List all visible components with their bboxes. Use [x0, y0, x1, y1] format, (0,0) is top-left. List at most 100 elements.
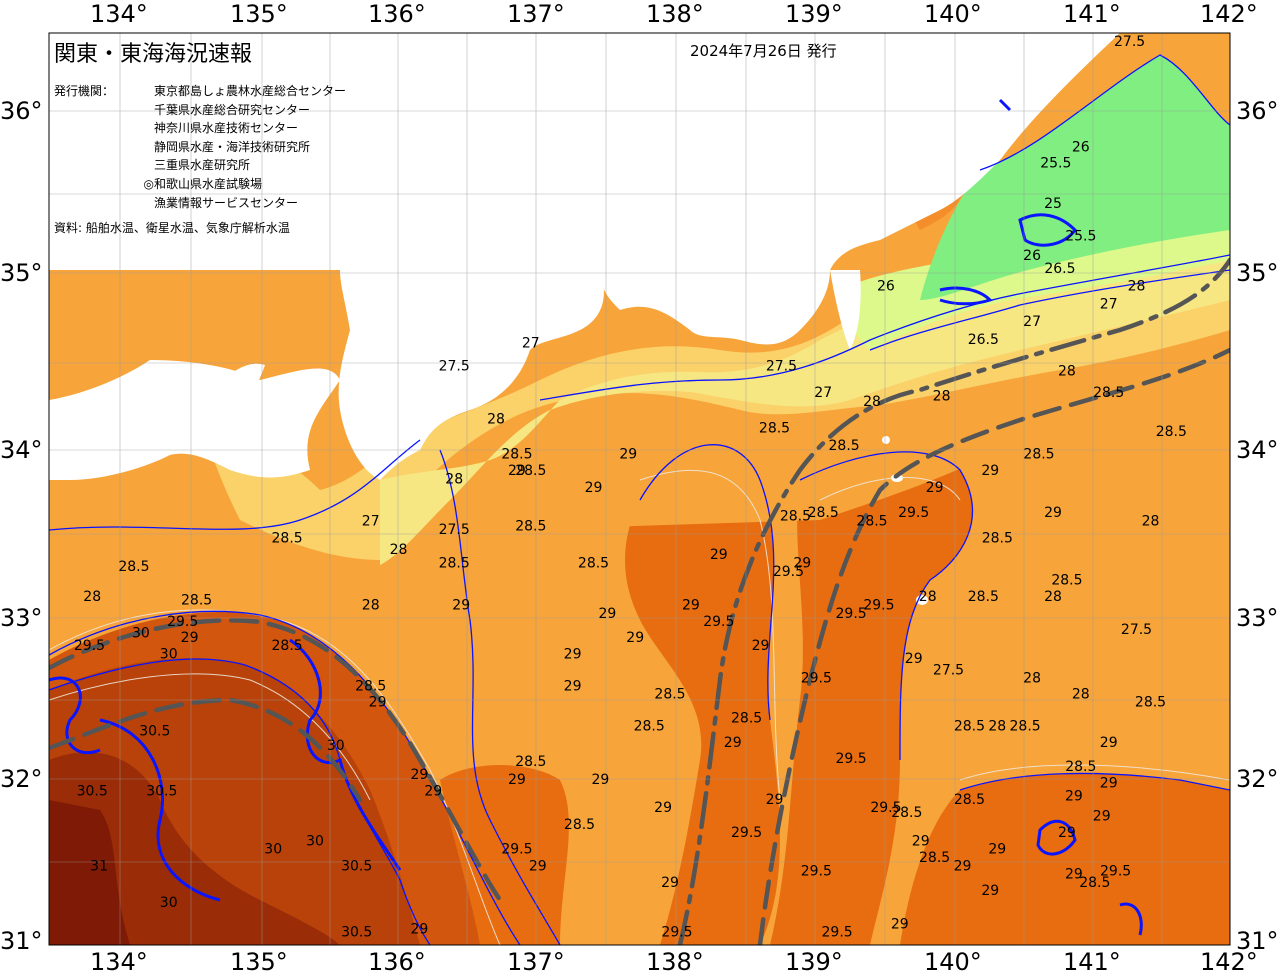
lon-tick-top: 138°	[646, 0, 704, 28]
sst-zone-31	[49, 800, 130, 945]
isotherm-label: 31	[90, 858, 108, 874]
major-isotherms	[49, 54, 1230, 945]
isotherm-label: 29	[1100, 735, 1118, 751]
isotherm-label: 29	[766, 792, 784, 808]
land-izu	[830, 270, 861, 350]
isotherm-label: 26	[1072, 140, 1090, 156]
lon-tick-bottom: 138°	[646, 948, 704, 976]
isotherm-label: 26	[1023, 248, 1041, 264]
isotherm-label: 28.5	[501, 446, 532, 462]
isotherm-label: 28.5	[578, 556, 609, 572]
isotherm-label: 28	[1058, 364, 1076, 380]
isotherm-label: 29.5	[74, 638, 105, 654]
isotherm-label: 28.5	[272, 530, 303, 546]
bold-isotherms	[49, 98, 1143, 936]
isotherm-label: 29	[793, 556, 811, 572]
lon-tick-top: 137°	[507, 0, 565, 28]
lat-tick-left: 34°	[0, 436, 43, 464]
isotherm-label: 29	[452, 598, 470, 614]
isotherm-label: 28	[1044, 589, 1062, 605]
issuer-row: 千葉県水産総合研究センター	[54, 101, 346, 120]
issuer-list: 発行機関： 東京都島しょ農林水産総合センター 千葉県水産総合研究センター 神奈川…	[54, 82, 346, 212]
lat-lon-grid	[49, 33, 1230, 945]
isotherm-label: 29	[508, 463, 526, 479]
isotherm-label: 29.5	[773, 564, 804, 580]
isotherm-label: 29	[1065, 789, 1083, 805]
lon-tick-bottom: 136°	[368, 948, 426, 976]
isotherm-label: 27	[1023, 314, 1041, 330]
isotherm-label: 27.5	[766, 358, 797, 374]
isotherm-label: 30.5	[341, 925, 372, 941]
isotherm-label: 30.5	[77, 784, 108, 800]
isotherm-label: 29	[988, 842, 1006, 858]
isotherm-label: 28.5	[654, 687, 685, 703]
land-miyake	[882, 436, 890, 444]
lon-tick-bottom: 134°	[90, 948, 148, 976]
isotherm-label: 27.5	[933, 662, 964, 678]
isotherm-label: 28.5	[968, 589, 999, 605]
land-kanto	[49, 33, 1120, 270]
isotherm-label: 25.5	[1040, 156, 1071, 172]
isotherm-label: 25	[1044, 196, 1062, 212]
isotherm-label: 29	[585, 480, 603, 496]
lat-tick-left: 35°	[0, 259, 43, 287]
isotherm-label: 27.5	[1114, 34, 1145, 50]
isotherm-label: 28.5	[439, 556, 470, 572]
isotherm-label: 30	[132, 625, 150, 641]
issuers-label: 発行機関：	[54, 84, 115, 98]
isotherm-label: 29.5	[870, 800, 901, 816]
lat-tick-left: 32°	[0, 765, 43, 793]
isotherm-label: 28	[362, 598, 380, 614]
isotherm-label: 28	[1142, 514, 1160, 530]
isotherm-label: 27.5	[439, 358, 470, 374]
lon-tick-bottom: 142°	[1200, 948, 1258, 976]
isotherm-label: 29.5	[501, 842, 532, 858]
isotherm-label: 28.5	[808, 505, 839, 521]
isotherm-label: 29	[410, 767, 428, 783]
isotherm-label: 29	[591, 772, 609, 788]
isotherm-label: 28	[487, 412, 505, 428]
isotherm-label: 25.5	[1065, 229, 1096, 245]
isotherm-label: 27	[814, 385, 832, 401]
isotherm-label: 29	[710, 547, 728, 563]
isotherm-label: 30	[160, 646, 178, 662]
isotherm-label: 29	[1065, 867, 1083, 883]
map-border	[48, 32, 1231, 946]
lon-tick-top: 135°	[230, 0, 288, 28]
lon-tick-top: 141°	[1063, 0, 1121, 28]
isotherm-label: 30	[306, 833, 324, 849]
lat-tick-right: 36°	[1236, 97, 1279, 125]
isotherm-label: 29	[424, 784, 442, 800]
issuer-row: 静岡県水産・海洋技術研究所	[54, 138, 346, 157]
isotherm-label: 28.5	[181, 593, 212, 609]
isotherm-label: 29	[891, 916, 909, 932]
isotherm-label: 28	[988, 719, 1006, 735]
lat-tick-right: 31°	[1236, 927, 1279, 955]
isotherm-label: 29	[564, 646, 582, 662]
sst-zone-29-29.5-b	[770, 451, 973, 945]
sst-zone-29-29.5-c	[440, 765, 569, 945]
isotherm-label: 28.5	[1010, 719, 1041, 735]
isotherm-label: 28.5	[1065, 759, 1096, 775]
isotherm-label: 29.5	[731, 825, 762, 841]
isotherm-label: 29	[654, 800, 672, 816]
isotherm-label: 27	[1100, 296, 1118, 312]
land-kinki	[338, 270, 604, 480]
isotherm-label: 29.5	[836, 606, 867, 622]
isotherm-label: 29	[912, 833, 930, 849]
lat-tick-right: 32°	[1236, 765, 1279, 793]
isotherm-label: 29.5	[167, 614, 198, 630]
lat-tick-left: 36°	[0, 97, 43, 125]
isotherm-label: 29	[981, 463, 999, 479]
lon-tick-top: 134°	[90, 0, 148, 28]
lead-agency-mark: ◎	[143, 176, 154, 191]
isotherm-label: 30.5	[139, 724, 170, 740]
lat-tick-left: 31°	[0, 927, 43, 955]
isotherm-label: 28.5	[829, 438, 860, 454]
issuer-name: 神奈川県水産技術センター	[154, 121, 299, 136]
isotherm-label: 30.5	[146, 784, 177, 800]
isotherm-label: 28.5	[564, 817, 595, 833]
isotherm-label: 28.5	[515, 754, 546, 770]
